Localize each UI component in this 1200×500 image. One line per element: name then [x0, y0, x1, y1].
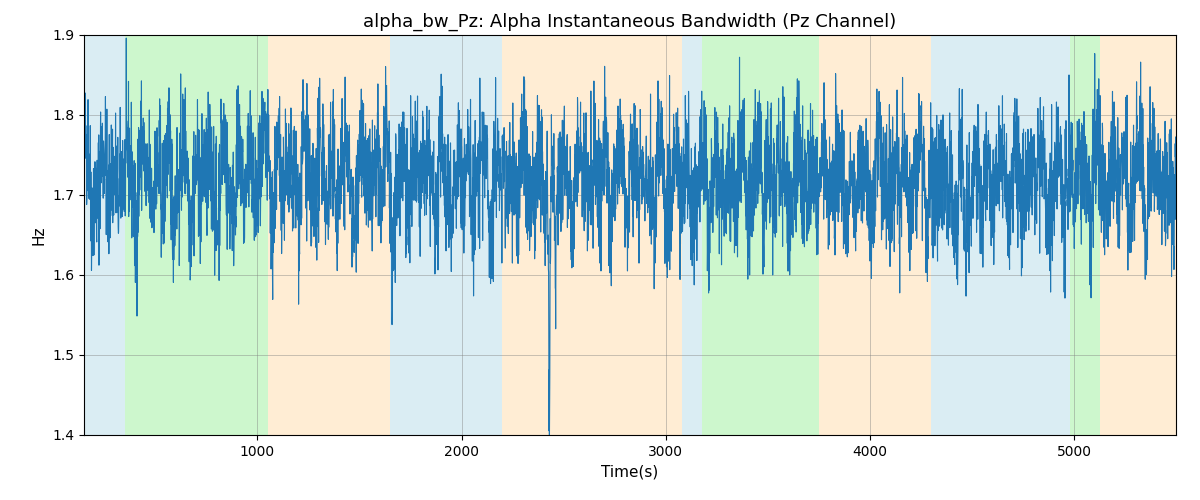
Bar: [682, 35, 702, 435]
Title: alpha_bw_Pz: Alpha Instantaneous Bandwidth (Pz Channel): alpha_bw_Pz: Alpha Instantaneous Bandwid…: [364, 12, 896, 31]
Bar: [503, 35, 682, 435]
Y-axis label: Hz: Hz: [31, 225, 47, 244]
Bar: [1100, 35, 1176, 435]
Bar: [390, 35, 503, 435]
Bar: [702, 35, 818, 435]
X-axis label: Time(s): Time(s): [601, 464, 659, 479]
Bar: [268, 35, 390, 435]
Bar: [84, 35, 125, 435]
Bar: [1070, 35, 1100, 435]
Bar: [931, 35, 1070, 435]
Bar: [818, 35, 931, 435]
Bar: [125, 35, 268, 435]
